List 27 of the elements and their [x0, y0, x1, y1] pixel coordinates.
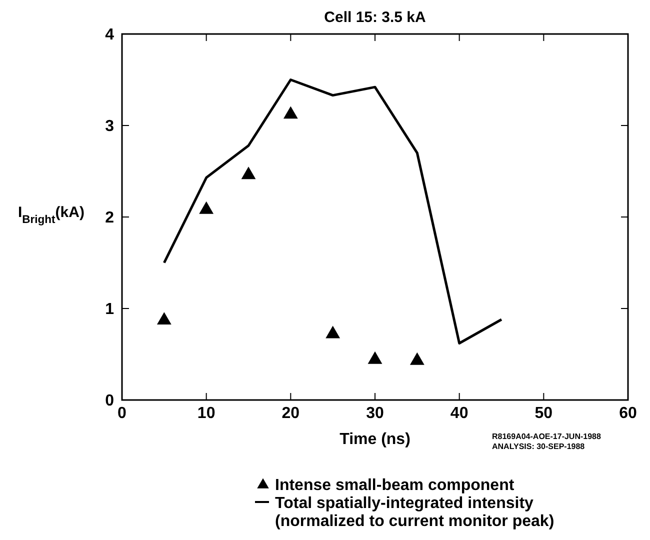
point — [283, 106, 298, 119]
y-tick-label: 1 — [105, 301, 114, 318]
chart-title: Cell 15: 3.5 kA — [324, 9, 426, 26]
point — [410, 352, 424, 365]
text: ANALYSIS: 30-SEP-1988 — [492, 442, 586, 451]
legend-label: Total spatially-integrated intensity (normalized to current monitor peak) — [275, 495, 554, 530]
x-tick-label: 10 — [197, 405, 216, 422]
text: R8169A04-AOE-17-JUN-1988 — [492, 432, 602, 441]
point — [199, 201, 214, 214]
y-axis-title: I$_{Bright}$(kA) — [18, 204, 84, 226]
point — [241, 166, 256, 180]
x-tick-label: 60 — [619, 405, 637, 422]
point — [156, 312, 172, 325]
x-tick-label: 50 — [534, 405, 553, 422]
x-tick-label: 20 — [282, 405, 300, 422]
x-axis-title: Time (ns) — [340, 431, 410, 448]
x-tick-label: 40 — [450, 405, 468, 422]
x-tick-label: 0 — [118, 405, 127, 422]
point — [326, 326, 340, 338]
y-tick-label: 2 — [105, 210, 114, 227]
x-tick-label: 30 — [366, 405, 384, 422]
point — [368, 351, 382, 364]
y-tick-label: 0 — [105, 392, 114, 410]
y-tick-label: 4 — [105, 26, 114, 44]
legend-label: Intense small-beam component — [275, 477, 515, 494]
line-series — [162, 78, 503, 345]
y-tick-label: 3 — [105, 118, 114, 136]
